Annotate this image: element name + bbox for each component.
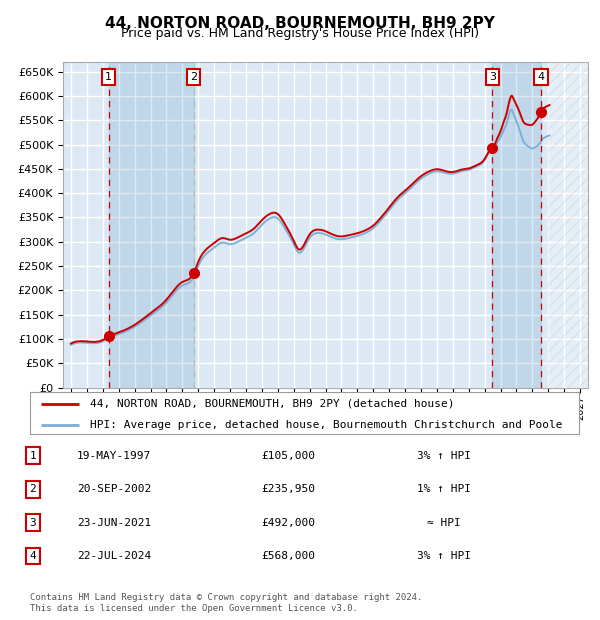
Text: 3: 3 bbox=[29, 518, 37, 528]
Bar bbox=[548, 62, 588, 388]
Text: 2: 2 bbox=[29, 484, 37, 494]
Text: £492,000: £492,000 bbox=[261, 518, 315, 528]
Text: 3: 3 bbox=[489, 72, 496, 82]
Bar bbox=[109, 62, 194, 388]
Text: £235,950: £235,950 bbox=[261, 484, 315, 494]
Text: 2: 2 bbox=[190, 72, 197, 82]
Text: 4: 4 bbox=[538, 72, 545, 82]
Text: 23-JUN-2021: 23-JUN-2021 bbox=[77, 518, 151, 528]
Text: Price paid vs. HM Land Registry's House Price Index (HPI): Price paid vs. HM Land Registry's House … bbox=[121, 27, 479, 40]
Text: 3% ↑ HPI: 3% ↑ HPI bbox=[417, 451, 471, 461]
Text: 22-JUL-2024: 22-JUL-2024 bbox=[77, 551, 151, 561]
Text: 1% ↑ HPI: 1% ↑ HPI bbox=[417, 484, 471, 494]
Text: HPI: Average price, detached house, Bournemouth Christchurch and Poole: HPI: Average price, detached house, Bour… bbox=[91, 420, 563, 430]
Text: 19-MAY-1997: 19-MAY-1997 bbox=[77, 451, 151, 461]
Text: Contains HM Land Registry data © Crown copyright and database right 2024.
This d: Contains HM Land Registry data © Crown c… bbox=[30, 593, 422, 613]
Text: 1: 1 bbox=[29, 451, 37, 461]
Bar bbox=[492, 62, 541, 388]
Text: £568,000: £568,000 bbox=[261, 551, 315, 561]
Text: 4: 4 bbox=[29, 551, 37, 561]
Text: 44, NORTON ROAD, BOURNEMOUTH, BH9 2PY: 44, NORTON ROAD, BOURNEMOUTH, BH9 2PY bbox=[105, 16, 495, 30]
Text: 44, NORTON ROAD, BOURNEMOUTH, BH9 2PY (detached house): 44, NORTON ROAD, BOURNEMOUTH, BH9 2PY (d… bbox=[91, 399, 455, 409]
Text: 3% ↑ HPI: 3% ↑ HPI bbox=[417, 551, 471, 561]
Text: ≈ HPI: ≈ HPI bbox=[427, 518, 461, 528]
Text: 20-SEP-2002: 20-SEP-2002 bbox=[77, 484, 151, 494]
Text: £105,000: £105,000 bbox=[261, 451, 315, 461]
Text: 1: 1 bbox=[106, 72, 112, 82]
